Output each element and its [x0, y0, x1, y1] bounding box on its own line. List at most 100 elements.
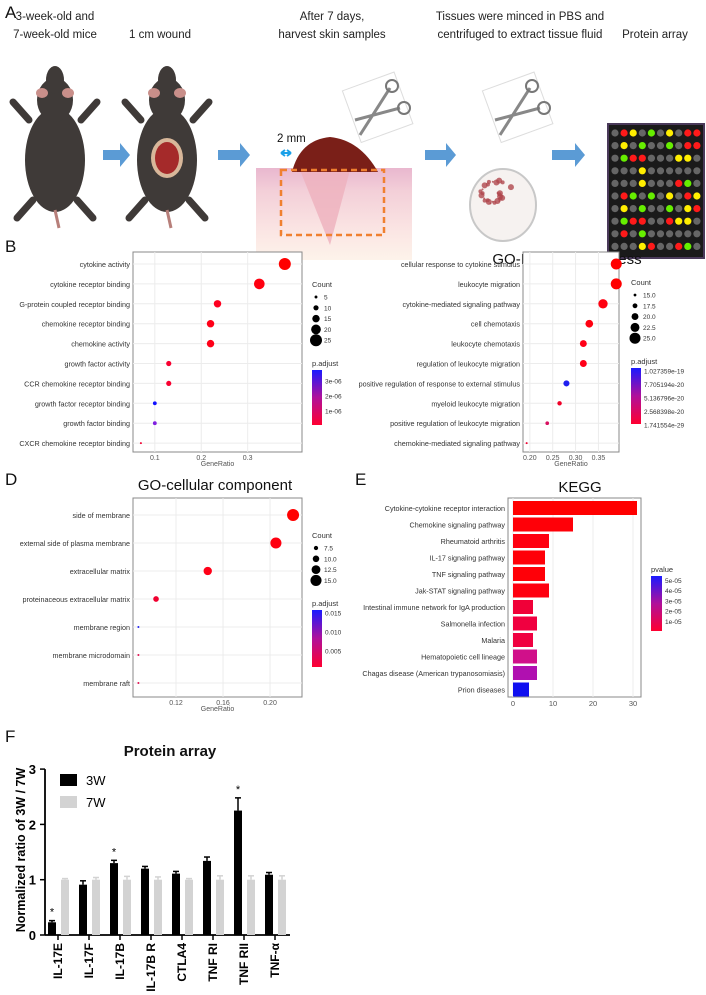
- data-point: [203, 566, 212, 576]
- bar: [513, 550, 545, 565]
- color-legend-label: 4e-05: [665, 588, 682, 595]
- scissors-icon: [341, 71, 414, 144]
- dashed-box: [279, 168, 386, 237]
- size-legend-title: Count: [312, 280, 333, 289]
- data-point: [137, 682, 140, 684]
- step-label: Tissues were minced in PBS and: [436, 11, 604, 23]
- data-point: [166, 380, 172, 386]
- bar-3W: [79, 884, 87, 935]
- category-label: growth factor activity: [64, 360, 130, 369]
- x-tick-label: 20: [589, 699, 597, 708]
- data-point: [137, 654, 140, 656]
- data-point: [213, 300, 222, 308]
- legend-label: 3W: [86, 773, 106, 788]
- size-legend-dot: [311, 565, 321, 575]
- bar-7W: [123, 879, 131, 935]
- bar-3W: [48, 922, 56, 935]
- size-legend-dot: [629, 332, 641, 344]
- x-tick-label: IL-17B R: [144, 943, 158, 992]
- x-tick-label: 0.12: [169, 700, 183, 707]
- step-label: harvest skin samples: [278, 29, 386, 41]
- size-legend-label: 5: [324, 295, 328, 302]
- size-legend-label: 12.5: [324, 567, 337, 574]
- data-point: [152, 401, 157, 406]
- data-point: [253, 278, 265, 290]
- data-point: [545, 421, 550, 426]
- color-scale-bar: [631, 368, 641, 424]
- legend-swatch-3W: [60, 774, 77, 786]
- bar-3W: [110, 863, 118, 935]
- bar: [513, 649, 537, 664]
- category-label: positive regulation of leukocyte migrati…: [390, 419, 520, 428]
- color-scale-bar: [312, 370, 322, 425]
- protein-array-illustration: [607, 123, 705, 259]
- bar: [513, 682, 529, 697]
- chart-title: Protein array: [124, 743, 217, 760]
- x-tick-label: IL-17E: [51, 943, 65, 979]
- color-legend-label: 0.015: [325, 611, 342, 618]
- color-legend-title: p.adjust: [631, 357, 658, 366]
- kegg-bar-chart: KEGG 0 10 20 30 Cytokine-cytokine receptor in…: [362, 479, 682, 708]
- size-legend-dot: [310, 334, 322, 347]
- bar-3W: [265, 874, 273, 935]
- x-tick-label: 0.25: [546, 455, 560, 462]
- x-tick-label: 0.2: [196, 455, 206, 462]
- plot-area: [522, 251, 620, 453]
- size-legend-label: 17.5: [643, 303, 656, 310]
- category-label: Chagas disease (American trypanosomiasis…: [362, 669, 505, 678]
- data-point: [206, 319, 215, 328]
- dotplot-1: GO-Biological process0.200.250.300.35cel…: [359, 251, 685, 468]
- x-tick-label: 30: [629, 699, 637, 708]
- bar: [513, 666, 537, 680]
- size-legend-dot: [633, 293, 637, 297]
- data-point: [152, 421, 157, 426]
- color-legend-label: 3e-06: [325, 379, 342, 386]
- bar-7W: [216, 879, 224, 935]
- bar: [513, 583, 549, 598]
- plot-area: [132, 497, 303, 698]
- color-legend-label: 1e-06: [325, 409, 342, 416]
- y-tick-label: 0: [29, 928, 36, 943]
- dimension-annotation: 2 mm: [277, 133, 306, 145]
- legend-swatch-7W: [60, 796, 77, 808]
- y-axis-title: Normalized ratio of 3W / 7W: [14, 768, 28, 933]
- y-tick-label: 1: [29, 873, 36, 888]
- category-label: Prion diseases: [458, 686, 506, 695]
- legend-label: 7W: [86, 795, 106, 810]
- bar-3W: [203, 860, 211, 935]
- size-legend-label: 10.0: [324, 556, 337, 563]
- chart-title: KEGG: [558, 479, 601, 496]
- color-legend-label: 1.741554e-29: [644, 423, 685, 430]
- step-label: 7-week-old mice: [13, 29, 97, 41]
- size-legend-label: 15.0: [643, 293, 656, 300]
- x-tick-label: 0.35: [592, 455, 606, 462]
- significance-marker: *: [50, 907, 55, 919]
- panel-label-a: A: [5, 3, 17, 22]
- x-tick-label: IL-17B: [113, 943, 127, 980]
- category-label: regulation of leukocyte migration: [417, 360, 520, 369]
- x-tick-label: CTLA4: [175, 943, 189, 982]
- size-legend-title: Count: [312, 531, 333, 540]
- color-legend-label: 7.705194e-20: [644, 382, 685, 389]
- category-label: chemokine-mediated signaling pathway: [394, 439, 520, 448]
- category-label: leukocyte migration: [458, 280, 520, 289]
- bar: [513, 633, 533, 647]
- panel-label-d: D: [5, 470, 17, 489]
- size-legend-label: 10: [324, 305, 332, 312]
- bar-7W: [92, 879, 100, 935]
- petri-dish-illustration: [469, 168, 537, 242]
- category-label: external side of plasma membrane: [20, 539, 130, 548]
- category-label: extracellular matrix: [70, 567, 131, 576]
- x-tick-label: 0.1: [150, 455, 160, 462]
- data-point: [287, 509, 300, 521]
- category-label: Cytokine-cytokine receptor interaction: [385, 504, 505, 513]
- x-tick-label: TNF-α: [268, 942, 282, 977]
- color-legend-label: 3e-05: [665, 598, 682, 605]
- color-legend-label: 2e-05: [665, 609, 682, 616]
- data-point: [579, 340, 587, 348]
- category-label: leukocyte chemotaxis: [451, 340, 520, 349]
- dotplot-2: GO-cellular component 0.12 0.16 0.20 side of…: [20, 477, 342, 713]
- category-label: cellular response to cytokine stimulus: [401, 260, 520, 269]
- data-point: [206, 339, 215, 348]
- data-point: [139, 442, 142, 445]
